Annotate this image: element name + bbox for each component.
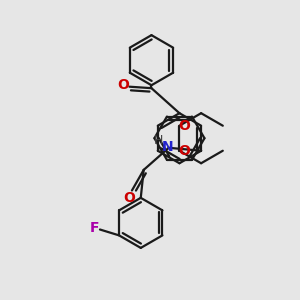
Text: O: O: [117, 78, 129, 92]
Text: O: O: [178, 144, 190, 158]
Text: F: F: [89, 221, 99, 235]
Text: O: O: [178, 119, 190, 133]
Text: O: O: [123, 191, 135, 205]
Text: N: N: [161, 140, 173, 154]
Text: H: H: [154, 134, 163, 147]
